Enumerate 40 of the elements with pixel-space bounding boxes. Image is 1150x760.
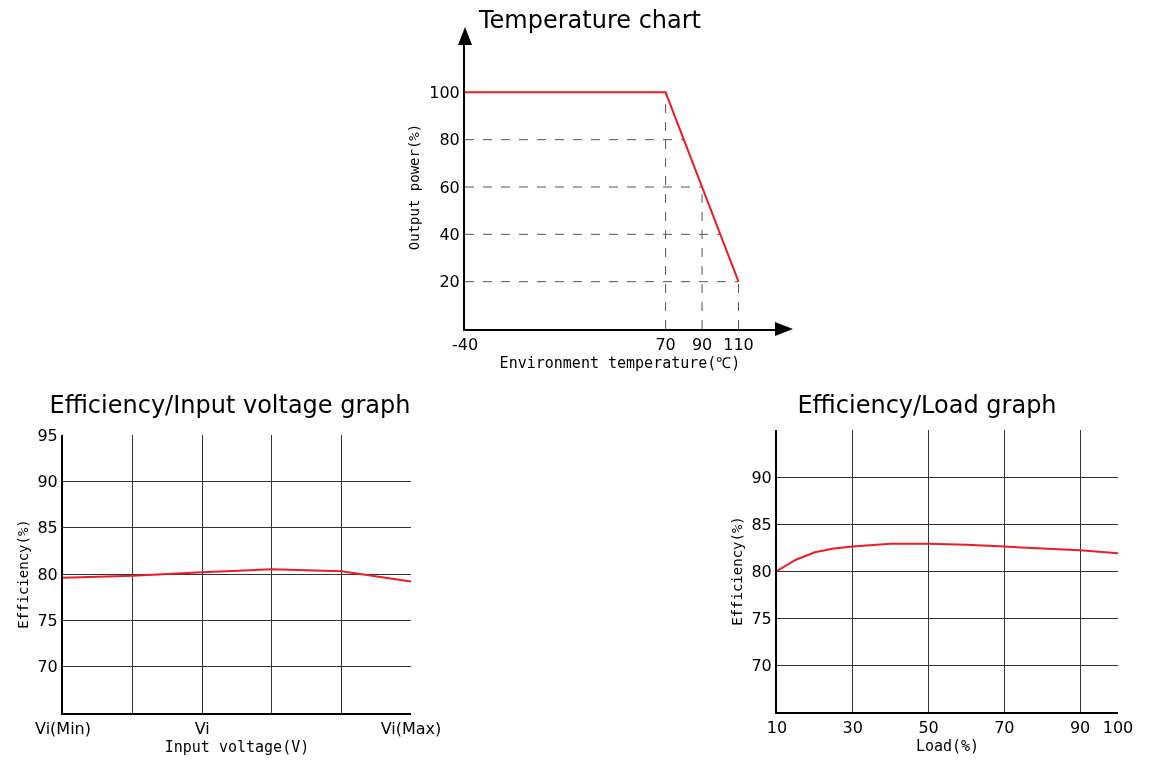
y-tick-label: 40 <box>439 224 460 244</box>
y-axis-title: Output power(%) <box>406 123 423 251</box>
x-tick-label: -40 <box>451 335 479 355</box>
y-tick-label: 80 <box>37 564 58 584</box>
y-tick-label: 95 <box>37 425 58 445</box>
y-tick-label: 80 <box>751 561 772 581</box>
y-tick-label: 85 <box>751 514 772 534</box>
line-series <box>63 568 411 583</box>
y-tick-label: 70 <box>37 657 58 677</box>
x-axis-title: Load(%) <box>915 737 980 756</box>
y-tick-label: 70 <box>751 655 772 675</box>
y-tick-label: 20 <box>439 272 460 292</box>
line-series <box>777 542 1118 572</box>
x-tick-label: 70 <box>655 335 676 355</box>
x-axis-title: Input voltage(V) <box>164 738 310 757</box>
y-tick-label: 80 <box>439 130 460 150</box>
x-tick-label: 50 <box>918 718 939 738</box>
chart-title: Temperature chart <box>477 6 702 35</box>
y-tick-label: 75 <box>37 610 58 630</box>
x-tick-label: 110 <box>723 335 754 355</box>
x-tick-label: Vi(Min) <box>35 719 91 739</box>
x-tick-label: 100 <box>1102 718 1134 738</box>
y-tick-label: 100 <box>429 82 460 102</box>
chart-title: Efficiency/Input voltage graph <box>49 391 411 420</box>
x-tick-label: Vi(Max) <box>380 719 442 739</box>
y-tick-label: 90 <box>751 467 772 487</box>
y-tick-label: 75 <box>751 608 772 628</box>
y-tick-label: 85 <box>37 518 58 538</box>
x-tick-label: 10 <box>766 718 788 738</box>
x-tick-label: Vi <box>194 719 210 739</box>
x-axis-title: Environment temperature(℃) <box>499 354 741 373</box>
x-tick-label: 70 <box>994 718 1015 738</box>
y-axis-title: Efficiency(%) <box>728 516 745 626</box>
y-axis-title: Efficiency(%) <box>14 519 31 629</box>
x-tick-label: 90 <box>1069 718 1091 738</box>
x-tick-label: 30 <box>842 718 863 738</box>
y-tick-label: 90 <box>37 471 58 491</box>
x-tick-label: 90 <box>691 335 713 355</box>
y-tick-label: 60 <box>439 177 460 197</box>
chart-title: Efficiency/Load graph <box>797 391 1057 420</box>
